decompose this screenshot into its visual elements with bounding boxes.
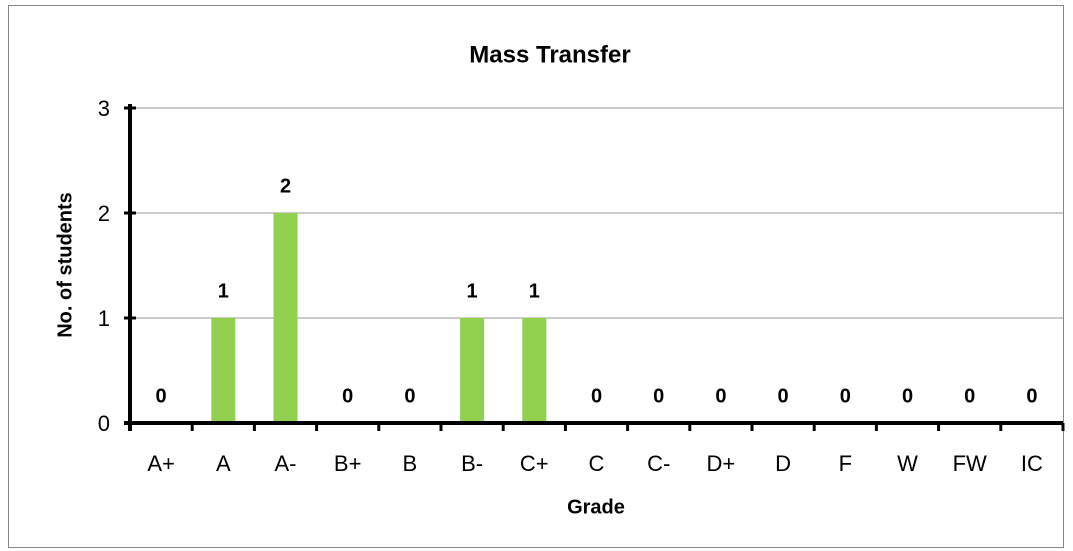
data-label: 1 — [529, 280, 540, 302]
bar — [211, 318, 236, 423]
chart-border — [8, 5, 1064, 548]
x-tick-label: B+ — [334, 451, 362, 476]
data-label: 1 — [467, 280, 478, 302]
x-tick-label: A — [216, 451, 231, 476]
x-tick-label: B- — [461, 451, 483, 476]
y-tick-label: 1 — [98, 306, 110, 331]
y-tick-label: 3 — [98, 96, 110, 121]
data-label: 0 — [840, 385, 851, 407]
data-label: 0 — [1026, 385, 1037, 407]
data-label: 0 — [902, 385, 913, 407]
chart-title: Mass Transfer — [469, 41, 630, 68]
y-tick-label: 0 — [98, 411, 110, 436]
data-label: 2 — [280, 175, 291, 197]
y-tick-label: 2 — [98, 201, 110, 226]
data-label: 0 — [156, 385, 167, 407]
x-tick-label: IC — [1021, 451, 1043, 476]
x-tick-label: A- — [275, 451, 297, 476]
data-label: 0 — [653, 385, 664, 407]
data-label: 0 — [404, 385, 415, 407]
data-label: 0 — [964, 385, 975, 407]
x-tick-label: FW — [953, 451, 987, 476]
x-tick-label: D — [775, 451, 791, 476]
x-tick-label: W — [897, 451, 918, 476]
data-label: 0 — [778, 385, 789, 407]
y-axis-label: No. of students — [54, 192, 76, 338]
data-label: 0 — [342, 385, 353, 407]
x-axis-label: Grade — [567, 496, 625, 518]
x-tick-label: B — [403, 451, 418, 476]
bar — [522, 318, 547, 423]
data-label: 0 — [715, 385, 726, 407]
data-label: 0 — [591, 385, 602, 407]
x-tick-label: C — [589, 451, 605, 476]
x-tick-label: C- — [647, 451, 670, 476]
x-tick-label: F — [839, 451, 852, 476]
x-tick-label: D+ — [707, 451, 736, 476]
x-tick-label: A+ — [147, 451, 175, 476]
x-tick-label: C+ — [520, 451, 549, 476]
bar — [273, 213, 298, 423]
data-label: 1 — [218, 280, 229, 302]
bar — [460, 318, 485, 423]
